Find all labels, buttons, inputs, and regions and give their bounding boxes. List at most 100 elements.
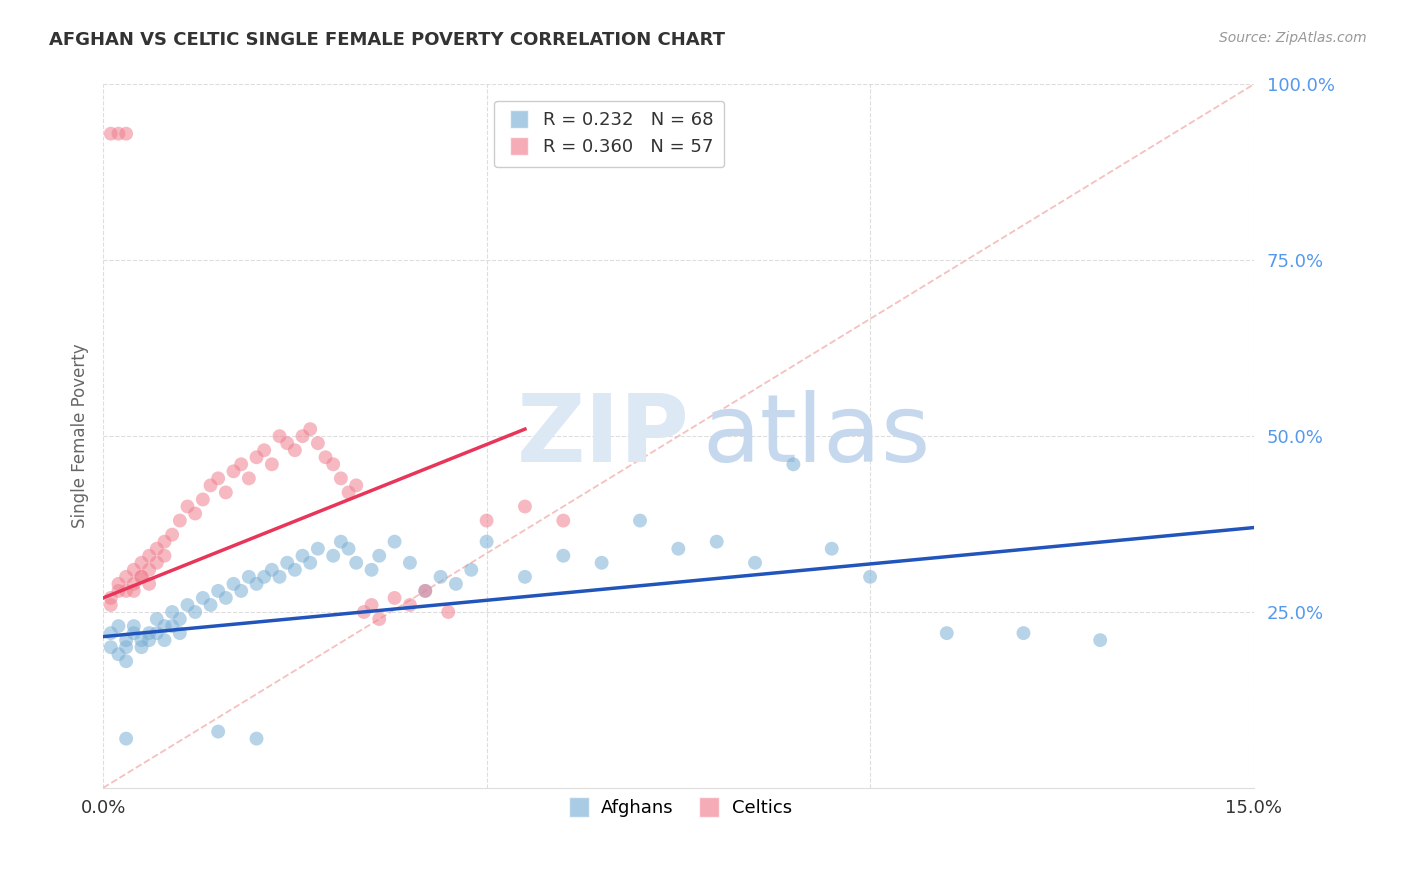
Text: ZIP: ZIP (517, 390, 690, 483)
Point (245, 731, 267, 746)
Point (222, 464, 245, 478)
Text: AFGHAN VS CELTIC SINGLE FEMALE POVERTY CORRELATION CHART: AFGHAN VS CELTIC SINGLE FEMALE POVERTY C… (49, 31, 725, 49)
Point (1012, 626, 1035, 640)
Point (207, 471, 229, 485)
Point (384, 591, 406, 605)
Point (628, 514, 651, 528)
Point (299, 556, 322, 570)
Point (307, 436, 329, 450)
Point (146, 626, 169, 640)
Point (176, 598, 198, 612)
Point (146, 541, 169, 556)
Point (169, 612, 191, 626)
Point (437, 605, 460, 619)
Point (360, 563, 382, 577)
Point (122, 626, 145, 640)
Point (475, 514, 498, 528)
Point (238, 570, 260, 584)
Point (107, 647, 129, 661)
Point (253, 443, 276, 458)
Point (329, 471, 352, 485)
Point (100, 127, 122, 141)
Point (307, 541, 329, 556)
Point (315, 450, 337, 465)
Point (399, 598, 422, 612)
Point (184, 605, 207, 619)
Point (284, 443, 307, 458)
Point (153, 549, 176, 563)
Point (284, 563, 307, 577)
Point (131, 556, 153, 570)
Point (475, 534, 498, 549)
Point (245, 450, 267, 465)
Point (322, 549, 344, 563)
Point (821, 541, 844, 556)
Point (100, 598, 122, 612)
Point (115, 731, 138, 746)
Point (200, 478, 222, 492)
Point (131, 570, 153, 584)
Point (191, 492, 214, 507)
Point (131, 640, 153, 655)
Point (935, 626, 957, 640)
Point (122, 583, 145, 598)
Text: atlas: atlas (702, 390, 931, 483)
Point (115, 654, 138, 668)
Point (153, 534, 176, 549)
Point (169, 514, 191, 528)
Point (200, 598, 222, 612)
Point (146, 612, 169, 626)
Point (107, 583, 129, 598)
Point (222, 577, 245, 591)
Point (115, 633, 138, 648)
Point (260, 563, 283, 577)
Point (360, 598, 382, 612)
Point (160, 527, 183, 541)
Point (231, 583, 253, 598)
Point (337, 485, 360, 500)
Point (460, 563, 482, 577)
Point (706, 534, 728, 549)
Point (207, 724, 229, 739)
Point (107, 619, 129, 633)
Point (176, 500, 198, 514)
Point (744, 556, 766, 570)
Point (160, 605, 183, 619)
Point (1088, 633, 1111, 648)
Point (276, 556, 298, 570)
Point (138, 549, 160, 563)
Text: Source: ZipAtlas.com: Source: ZipAtlas.com (1219, 31, 1367, 45)
Point (115, 583, 138, 598)
Legend: Afghans, Celtics: Afghans, Celtics (558, 792, 799, 824)
Point (131, 633, 153, 648)
Point (368, 612, 391, 626)
Point (291, 429, 314, 443)
Point (100, 591, 122, 605)
Point (169, 626, 191, 640)
Point (666, 541, 689, 556)
Point (299, 422, 322, 436)
Point (100, 640, 122, 655)
Point (238, 471, 260, 485)
Point (553, 514, 575, 528)
Point (138, 626, 160, 640)
Point (107, 577, 129, 591)
Point (291, 549, 314, 563)
Point (260, 458, 283, 472)
Point (384, 534, 406, 549)
Point (115, 570, 138, 584)
Point (276, 436, 298, 450)
Point (413, 583, 436, 598)
Point (245, 577, 267, 591)
Point (115, 640, 138, 655)
Point (191, 591, 214, 605)
Point (782, 458, 804, 472)
Point (146, 556, 169, 570)
Point (591, 556, 613, 570)
Point (138, 577, 160, 591)
Point (153, 619, 176, 633)
Point (207, 583, 229, 598)
Point (269, 570, 291, 584)
Point (138, 633, 160, 648)
Point (215, 485, 238, 500)
